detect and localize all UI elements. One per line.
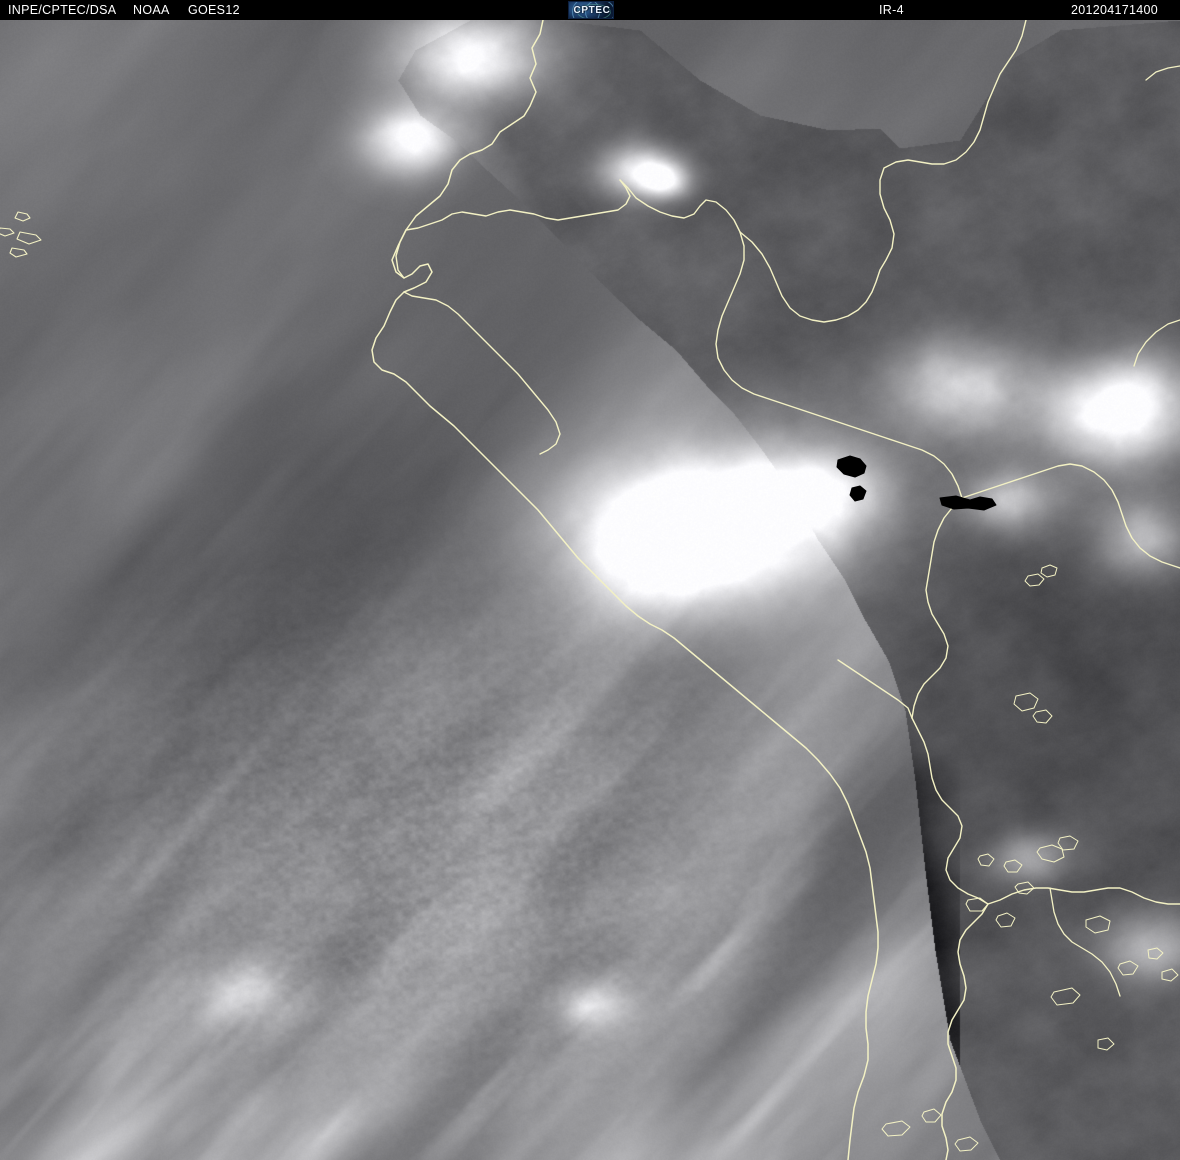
header-provider-label: NOAA [133, 3, 170, 17]
header-timestamp-label: 201204171400 [1071, 3, 1159, 17]
image-header-bar: INPE/CPTEC/DSA NOAA GOES12 IR-4 20120417… [0, 0, 1180, 20]
infrared-cloud-field [0, 20, 1180, 1160]
header-agency-label: INPE/CPTEC/DSA [8, 3, 117, 17]
header-channel-label: IR-4 [879, 3, 904, 17]
header-satellite-label: GOES12 [188, 3, 240, 17]
cptec-logo-text: CPTEC [573, 5, 611, 16]
satellite-imagery-panel [0, 20, 1180, 1160]
globe-arc-icon [577, 4, 611, 18]
cptec-logo-icon: CPTEC [568, 1, 614, 19]
